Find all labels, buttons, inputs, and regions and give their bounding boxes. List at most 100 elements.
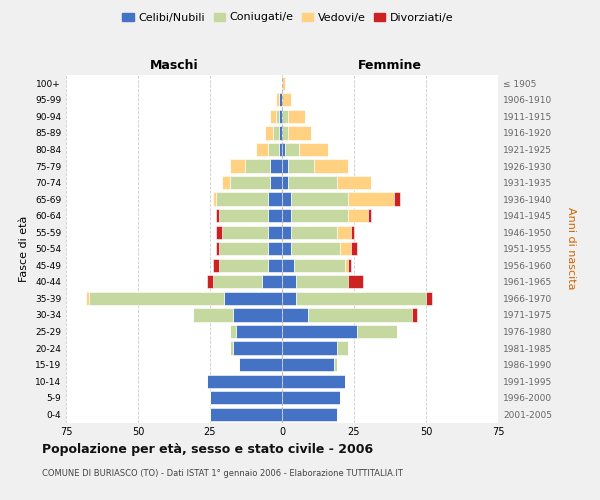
Bar: [288, 160, 314, 172]
Bar: [282, 110, 288, 123]
Bar: [299, 143, 328, 156]
Bar: [308, 308, 412, 322]
Bar: [282, 391, 340, 404]
Y-axis label: Fasce di età: Fasce di età: [19, 216, 29, 282]
Bar: [282, 192, 290, 205]
Bar: [293, 258, 346, 272]
Bar: [262, 275, 282, 288]
Bar: [230, 342, 233, 354]
Bar: [357, 325, 397, 338]
Bar: [279, 93, 282, 106]
Bar: [290, 209, 348, 222]
Bar: [368, 209, 371, 222]
Bar: [282, 76, 285, 90]
Bar: [210, 408, 282, 421]
Bar: [224, 292, 282, 305]
Bar: [282, 93, 290, 106]
Bar: [210, 391, 282, 404]
Bar: [216, 242, 218, 256]
Bar: [268, 226, 282, 239]
Bar: [193, 308, 233, 322]
Bar: [245, 160, 271, 172]
Bar: [213, 275, 262, 288]
Y-axis label: Anni di nascita: Anni di nascita: [566, 208, 576, 290]
Bar: [426, 292, 432, 305]
Bar: [239, 358, 282, 371]
Bar: [282, 408, 337, 421]
Bar: [218, 209, 268, 222]
Bar: [394, 192, 400, 205]
Bar: [276, 93, 279, 106]
Bar: [348, 275, 362, 288]
Bar: [282, 292, 296, 305]
Bar: [282, 176, 288, 189]
Bar: [346, 258, 348, 272]
Bar: [271, 176, 282, 189]
Bar: [296, 275, 348, 288]
Bar: [271, 160, 282, 172]
Legend: Celibi/Nubili, Coniugati/e, Vedovi/e, Divorziati/e: Celibi/Nubili, Coniugati/e, Vedovi/e, Di…: [118, 8, 458, 27]
Bar: [282, 325, 357, 338]
Bar: [288, 176, 337, 189]
Bar: [268, 143, 279, 156]
Bar: [334, 358, 337, 371]
Bar: [279, 110, 282, 123]
Bar: [233, 308, 282, 322]
Bar: [268, 258, 282, 272]
Bar: [218, 242, 268, 256]
Bar: [282, 242, 290, 256]
Bar: [351, 226, 354, 239]
Bar: [276, 110, 279, 123]
Text: Femmine: Femmine: [358, 58, 422, 71]
Bar: [290, 226, 337, 239]
Bar: [268, 192, 282, 205]
Bar: [213, 192, 216, 205]
Bar: [282, 308, 308, 322]
Bar: [89, 292, 224, 305]
Text: Maschi: Maschi: [149, 58, 199, 71]
Bar: [282, 374, 346, 388]
Bar: [268, 242, 282, 256]
Bar: [207, 374, 282, 388]
Bar: [282, 143, 285, 156]
Bar: [314, 160, 348, 172]
Bar: [216, 226, 221, 239]
Bar: [290, 192, 348, 205]
Bar: [218, 258, 268, 272]
Bar: [230, 325, 236, 338]
Bar: [282, 226, 290, 239]
Bar: [221, 226, 268, 239]
Bar: [282, 209, 290, 222]
Bar: [296, 292, 426, 305]
Bar: [216, 192, 268, 205]
Bar: [285, 143, 299, 156]
Bar: [274, 126, 279, 140]
Bar: [86, 292, 89, 305]
Bar: [233, 342, 282, 354]
Bar: [282, 358, 334, 371]
Bar: [256, 143, 268, 156]
Bar: [268, 209, 282, 222]
Text: COMUNE DI BURIASCO (TO) - Dati ISTAT 1° gennaio 2006 - Elaborazione TUTTITALIA.I: COMUNE DI BURIASCO (TO) - Dati ISTAT 1° …: [42, 469, 403, 478]
Bar: [337, 226, 351, 239]
Bar: [282, 342, 337, 354]
Bar: [282, 126, 288, 140]
Bar: [340, 242, 351, 256]
Bar: [221, 176, 230, 189]
Bar: [236, 325, 282, 338]
Bar: [412, 308, 418, 322]
Bar: [282, 160, 288, 172]
Bar: [290, 242, 340, 256]
Bar: [337, 176, 371, 189]
Bar: [207, 275, 213, 288]
Bar: [282, 258, 293, 272]
Bar: [213, 258, 218, 272]
Bar: [279, 143, 282, 156]
Bar: [271, 110, 276, 123]
Bar: [348, 209, 368, 222]
Bar: [230, 176, 271, 189]
Text: Popolazione per età, sesso e stato civile - 2006: Popolazione per età, sesso e stato civil…: [42, 442, 373, 456]
Bar: [337, 342, 348, 354]
Bar: [348, 258, 351, 272]
Bar: [216, 209, 218, 222]
